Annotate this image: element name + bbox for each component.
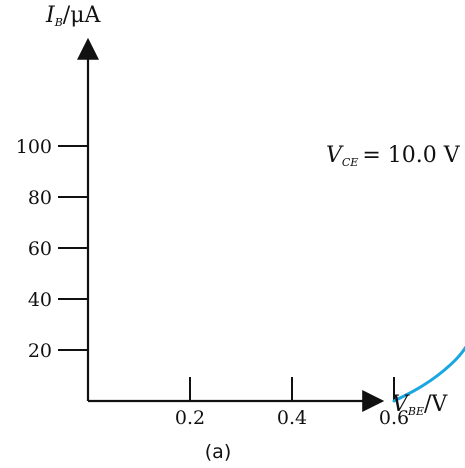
y-ticks: 20 40 60 80 100 — [16, 136, 88, 362]
ib-vbe-curve — [392, 345, 465, 403]
y-axis-label: IB/μA — [45, 3, 102, 29]
y-tick-label: 60 — [28, 238, 52, 260]
series-group — [392, 345, 465, 403]
x-axis-label: VBE/V — [392, 392, 448, 418]
figure-caption: (a) — [205, 441, 231, 463]
x-tick-label: 0.6 — [379, 407, 409, 429]
x-tick-label: 0.2 — [175, 407, 205, 429]
x-ticks: 0.20.40.60.81.0 — [175, 377, 409, 429]
x-tick-label: 0.4 — [277, 407, 307, 429]
y-tick-label: 80 — [28, 187, 52, 209]
y-tick-label: 20 — [28, 340, 52, 362]
vce-annotation: VCE = 10.0 V — [326, 143, 461, 169]
y-tick-label: 100 — [16, 136, 52, 158]
y-tick-label: 40 — [28, 289, 52, 311]
